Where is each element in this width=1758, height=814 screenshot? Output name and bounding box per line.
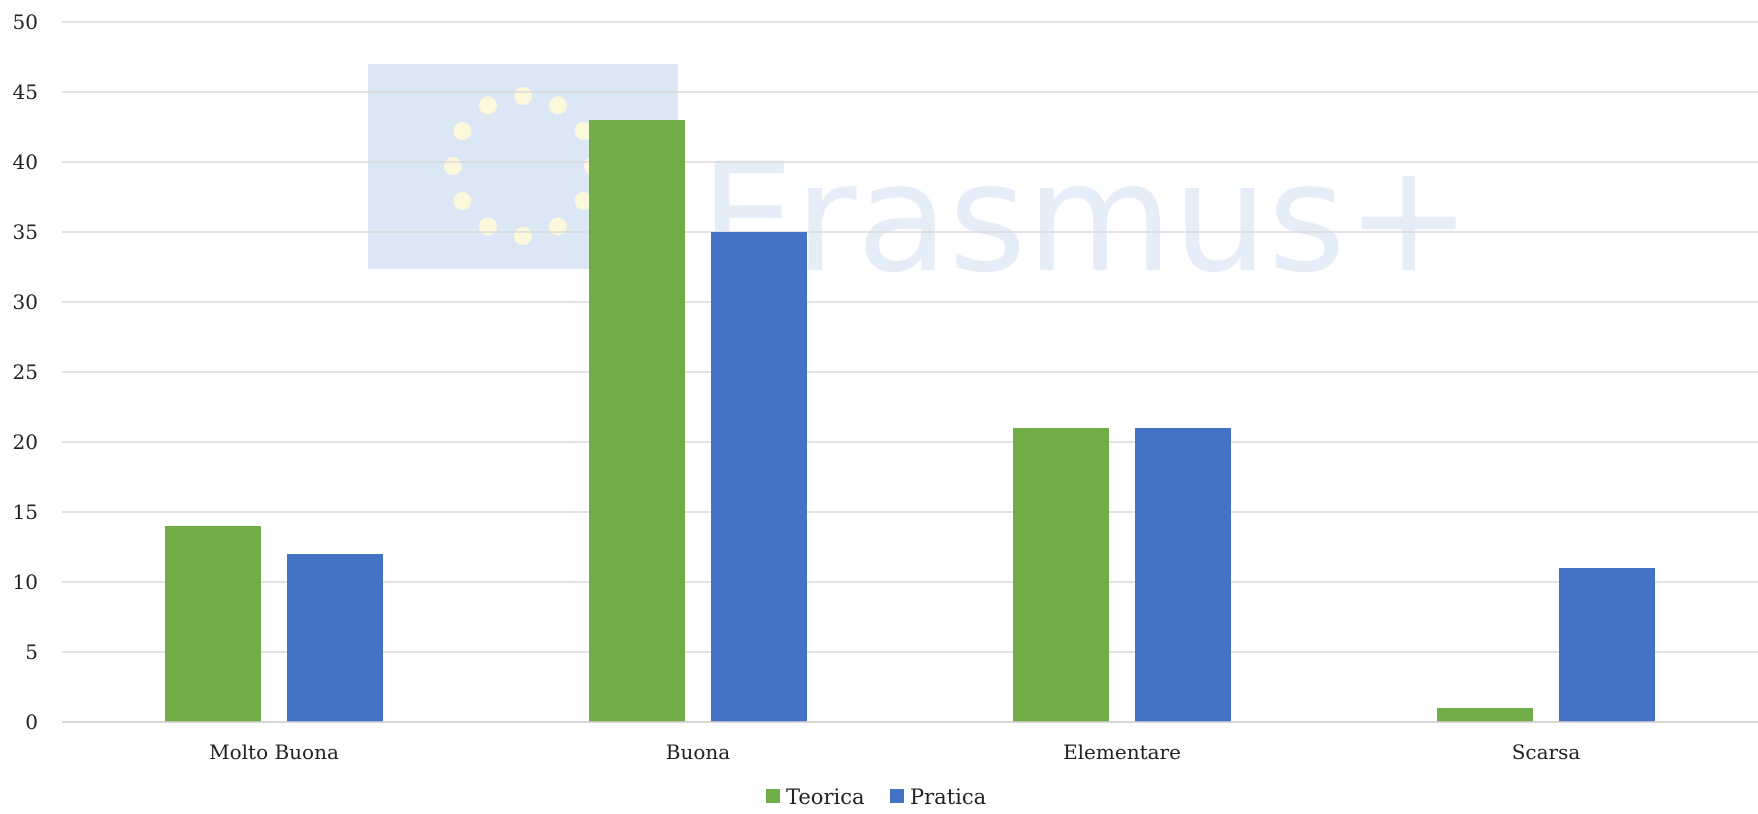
x-category-label: Scarsa (1512, 740, 1581, 764)
y-tick-label: 50 (13, 10, 38, 34)
y-tick-label: 30 (13, 290, 38, 314)
watermark-star (514, 87, 532, 105)
legend-swatch (890, 789, 904, 803)
bars (165, 120, 1655, 722)
bar-teorica-molto-buona (165, 526, 261, 722)
watermark-star (453, 192, 472, 210)
bar-teorica-buona (589, 120, 685, 722)
watermark-star (444, 157, 462, 175)
y-tick-label: 15 (13, 500, 38, 524)
watermark-star (514, 227, 532, 245)
legend-label: Pratica (910, 785, 986, 809)
y-tick-label: 10 (13, 570, 38, 594)
y-tick-label: 40 (13, 150, 38, 174)
watermark-star (479, 96, 497, 115)
watermark-star (574, 192, 593, 210)
watermark-star (453, 122, 472, 140)
bar-pratica-scarsa (1559, 568, 1655, 722)
y-axis: 0 5 10 15 20 25 30 35 40 45 50 (13, 10, 38, 734)
watermark-text: Erasmus+ (700, 132, 1472, 306)
watermark-star (549, 96, 567, 115)
watermark-star (549, 217, 567, 236)
legend-item-teorica: Teorica (766, 785, 864, 809)
bar-pratica-molto-buona (287, 554, 383, 722)
bar-teorica-scarsa (1437, 708, 1533, 722)
x-category-label: Molto Buona (209, 740, 339, 764)
legend-item-pratica: Pratica (890, 785, 986, 809)
y-tick-label: 35 (13, 220, 38, 244)
legend-swatch (766, 789, 780, 803)
bar-pratica-elementare (1135, 428, 1231, 722)
y-tick-label: 20 (13, 430, 38, 454)
watermark-star (479, 217, 497, 236)
legend: Teorica Pratica (766, 785, 986, 809)
erasmus-watermark: Erasmus+ (368, 64, 1472, 306)
y-tick-label: 0 (25, 710, 38, 734)
x-axis: Molto Buona Buona Elementare Scarsa (62, 721, 1758, 764)
bar-teorica-elementare (1013, 428, 1109, 722)
y-tick-label: 25 (13, 360, 38, 384)
y-tick-label: 45 (13, 80, 38, 104)
legend-label: Teorica (786, 785, 864, 809)
watermark-star (574, 122, 593, 140)
bar-pratica-buona (711, 232, 807, 722)
x-category-label: Elementare (1063, 740, 1181, 764)
x-category-label: Buona (666, 740, 731, 764)
y-tick-label: 5 (25, 640, 38, 664)
